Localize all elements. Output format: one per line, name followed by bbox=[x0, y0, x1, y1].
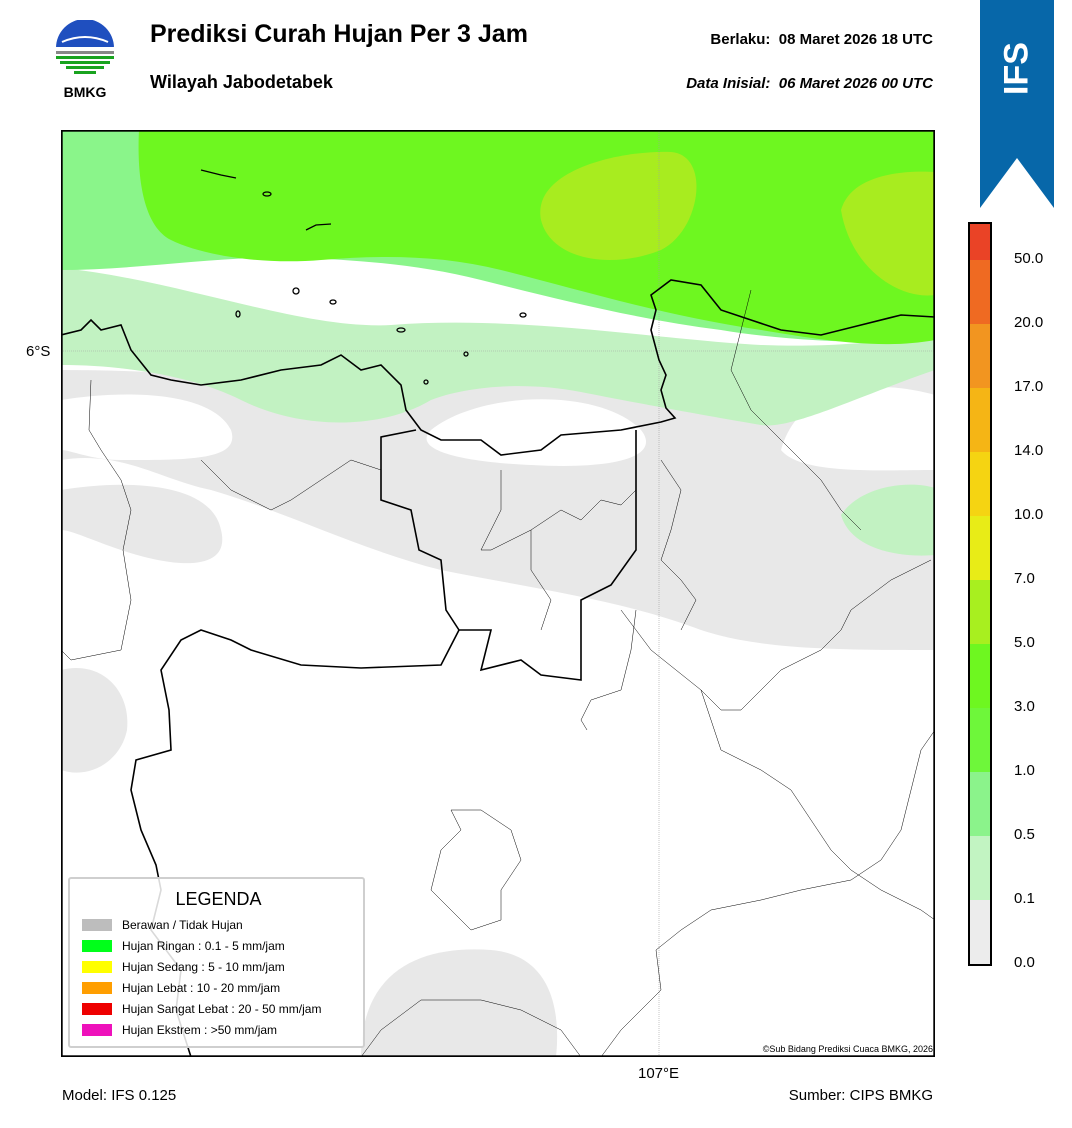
colorbar-tick-label: 0.1 bbox=[1014, 890, 1035, 907]
district-borders bbox=[61, 289, 935, 1057]
colorbar-tick-label: 5.0 bbox=[1014, 634, 1035, 651]
colorbar-segment bbox=[970, 324, 990, 388]
rainfall-map bbox=[61, 130, 935, 1057]
cloudy-zone bbox=[361, 949, 558, 1057]
legend-label: Hujan Ekstrem : >50 mm/jam bbox=[122, 1023, 278, 1037]
colorbar-segment bbox=[970, 644, 990, 708]
legend-swatch bbox=[82, 1024, 112, 1036]
dry-zone bbox=[426, 399, 647, 466]
colorbar-segment bbox=[970, 516, 990, 580]
legend-label: Berawan / Tidak Hujan bbox=[122, 918, 243, 932]
colorbar-segment bbox=[970, 580, 990, 644]
colorbar-tick-label: 17.0 bbox=[1014, 378, 1044, 395]
province-border bbox=[380, 429, 637, 681]
colorbar-segment bbox=[970, 772, 990, 836]
legend-item: Hujan Sedang : 5 - 10 mm/jam bbox=[82, 959, 285, 975]
legend-swatch bbox=[82, 919, 112, 931]
cloudy-zone bbox=[61, 668, 128, 773]
coastline bbox=[61, 279, 935, 456]
model-label: Model: IFS 0.125 bbox=[62, 1087, 177, 1104]
legend-item: Hujan Ringan : 0.1 - 5 mm/jam bbox=[82, 938, 285, 954]
initial-data-time: Data Inisial: 06 Maret 2026 00 UTC bbox=[686, 75, 933, 92]
dry-zone bbox=[61, 394, 233, 460]
source-label: Sumber: CIPS BMKG bbox=[788, 1087, 933, 1104]
legend-swatch bbox=[82, 940, 112, 952]
rain-light-0.1 bbox=[61, 268, 935, 426]
colorbar-tick-label: 20.0 bbox=[1014, 314, 1044, 331]
page-subtitle: Wilayah Jabodetabek bbox=[150, 72, 333, 92]
legend-item: Hujan Sangat Lebat : 20 - 50 mm/jam bbox=[82, 1001, 321, 1017]
bmkg-logo-icon bbox=[56, 19, 114, 74]
legend-label: Hujan Sedang : 5 - 10 mm/jam bbox=[122, 960, 285, 974]
colorbar bbox=[968, 222, 992, 966]
colorbar-tick-label: 1.0 bbox=[1014, 762, 1035, 779]
legend-swatch bbox=[82, 961, 112, 973]
cloudy-zone bbox=[61, 484, 223, 564]
colorbar-tick-label: 14.0 bbox=[1014, 442, 1044, 459]
rain-light-1.0 bbox=[138, 130, 935, 345]
colorbar-segment bbox=[970, 388, 990, 452]
legend-label: Hujan Sangat Lebat : 20 - 50 mm/jam bbox=[122, 1002, 322, 1016]
colorbar-tick-label: 10.0 bbox=[1014, 506, 1044, 523]
legend-item: Hujan Lebat : 10 - 20 mm/jam bbox=[82, 980, 280, 996]
thousand-islands bbox=[200, 169, 527, 385]
colorbar-tick-label: 0.0 bbox=[1014, 954, 1035, 971]
rain-light-3.0 bbox=[540, 151, 697, 260]
legend-swatch bbox=[82, 982, 112, 994]
valid-time: Berlaku: 08 Maret 2026 18 UTC bbox=[710, 31, 933, 48]
colorbar-tick-label: 0.5 bbox=[1014, 826, 1035, 843]
logo-text: BMKG bbox=[63, 84, 107, 100]
colorbar-tick-label: 7.0 bbox=[1014, 570, 1035, 587]
colorbar-segment bbox=[970, 708, 990, 772]
cloudy-zone bbox=[61, 370, 935, 650]
colorbar-segment bbox=[970, 222, 990, 260]
legend-item: Berawan / Tidak Hujan bbox=[82, 917, 243, 933]
colorbar-segment bbox=[970, 900, 990, 964]
colorbar-frame bbox=[968, 222, 992, 966]
legend-swatch bbox=[82, 1003, 112, 1015]
ribbon-label: IFS bbox=[997, 42, 1036, 96]
legend-box: LEGENDA Berawan / Tidak Hujan Hujan Ring… bbox=[68, 877, 365, 1048]
colorbar-tick-label: 50.0 bbox=[1014, 250, 1044, 267]
model-ribbon bbox=[980, 0, 1054, 208]
copyright-text: ©Sub Bidang Prediksi Cuaca BMKG, 2026 bbox=[762, 1044, 933, 1054]
legend-label: Hujan Ringan : 0.1 - 5 mm/jam bbox=[122, 939, 285, 953]
longitude-label: 107°E bbox=[638, 1065, 680, 1082]
colorbar-segment bbox=[970, 836, 990, 900]
rain-light-0.5 bbox=[841, 484, 935, 556]
colorbar-segment bbox=[970, 452, 990, 516]
colorbar-tick-label: 3.0 bbox=[1014, 698, 1035, 715]
bmkg-logo: BMKG bbox=[52, 19, 118, 102]
rain-light-3.0 bbox=[841, 171, 935, 296]
legend-label: Hujan Lebat : 10 - 20 mm/jam bbox=[122, 981, 281, 995]
page-title: Prediksi Curah Hujan Per 3 Jam bbox=[150, 20, 528, 48]
legend-item: Hujan Ekstrem : >50 mm/jam bbox=[82, 1022, 277, 1038]
legend-title: LEGENDA bbox=[175, 889, 262, 909]
latitude-label: 6°S bbox=[26, 343, 51, 360]
colorbar-segment bbox=[970, 260, 990, 324]
